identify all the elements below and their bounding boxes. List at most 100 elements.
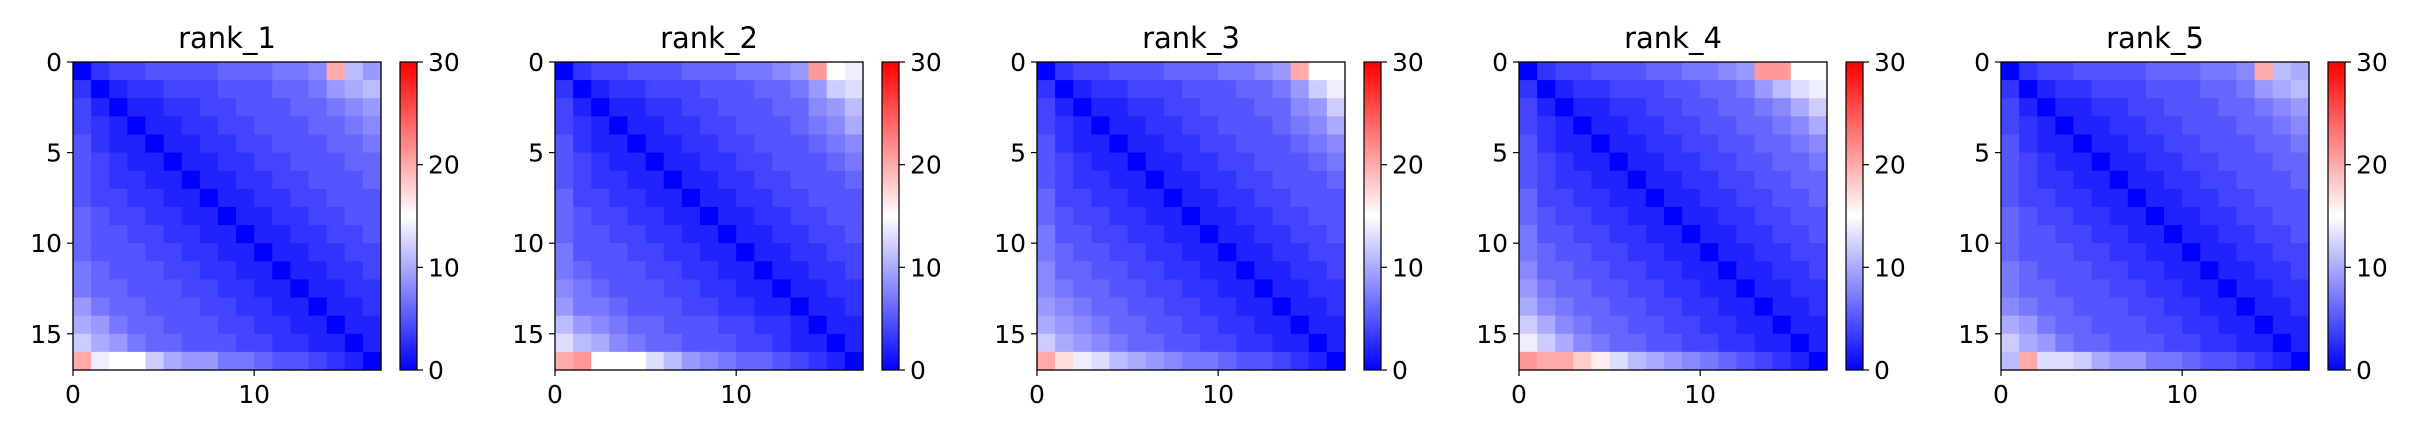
heatmap-cell	[1718, 98, 1738, 117]
heatmap-cell	[1754, 315, 1774, 335]
heatmap-cell	[2236, 62, 2256, 81]
heatmap-cell	[1537, 206, 1556, 226]
heatmap-cell	[2254, 206, 2274, 226]
heatmap-cell	[344, 152, 364, 172]
heatmap-cell	[1218, 225, 1237, 244]
heatmap-cell	[1573, 351, 1593, 371]
heatmap-cell	[2218, 333, 2238, 353]
heatmap-cell	[2164, 243, 2183, 262]
heatmap-cell	[362, 243, 382, 262]
colorbar	[881, 61, 900, 371]
heatmap-cell	[308, 315, 328, 335]
heatmap-cell	[2272, 80, 2292, 99]
heatmap-cell	[1308, 134, 1328, 154]
heatmap-cell	[1163, 170, 1183, 190]
heatmap-cell	[808, 225, 828, 244]
heatmap-cell	[1736, 134, 1756, 154]
heatmap-cell	[1537, 351, 1556, 371]
x-tick-label: 0	[1029, 380, 1045, 409]
heatmap-cell	[790, 206, 810, 226]
heatmap-cell	[163, 80, 183, 99]
heatmap-cell	[2019, 206, 2038, 226]
heatmap-cell	[1808, 170, 1828, 190]
heatmap-cell	[1790, 62, 1810, 81]
heatmap-cell	[2091, 279, 2111, 299]
heatmap-cell	[1537, 134, 1556, 154]
heatmap-cell	[663, 134, 683, 154]
heatmap-cell	[73, 170, 92, 190]
heatmap-cell	[844, 333, 864, 353]
heatmap-cell	[736, 279, 755, 299]
heatmap-cell	[1254, 188, 1274, 208]
heatmap-cell	[272, 315, 292, 335]
heatmap-cell	[1055, 261, 1074, 281]
heatmap-cell	[127, 243, 147, 262]
heatmap-cell	[91, 62, 110, 81]
axes-frame	[1036, 61, 1346, 371]
heatmap-cell	[1700, 225, 1719, 244]
heatmap-cell	[573, 243, 592, 262]
heatmap-cell	[2236, 116, 2256, 136]
heatmap-cell	[1663, 98, 1683, 117]
colorbar-tick-label: 20	[1392, 151, 1424, 180]
heatmap-cell	[754, 152, 774, 172]
colorbar	[2327, 61, 2346, 371]
heatmap-cell	[1236, 98, 1256, 117]
heatmap-cell	[699, 206, 719, 226]
heatmap-cell	[109, 134, 128, 154]
heatmap-cell	[1308, 188, 1328, 208]
heatmap-cell	[1591, 279, 1611, 299]
heatmap-cell	[1663, 243, 1683, 262]
heatmap-cell	[1772, 279, 1792, 299]
heatmap-cell	[555, 188, 574, 208]
heatmap-cell	[109, 170, 128, 190]
heatmap-cell	[236, 243, 255, 262]
heatmap-cell	[1718, 225, 1738, 244]
heatmap-cell	[645, 297, 665, 317]
heatmap-cell	[145, 188, 165, 208]
heatmap-cell	[1772, 98, 1792, 117]
heatmap-cell	[663, 279, 683, 299]
heatmap-cell	[236, 279, 255, 299]
heatmap-cell	[645, 152, 665, 172]
heatmap-cell	[217, 261, 237, 281]
heatmap-cell	[1127, 261, 1147, 281]
heatmap-cell	[362, 297, 382, 317]
heatmap-cell	[2290, 188, 2310, 208]
heatmap-cell	[326, 351, 346, 371]
heatmap-cell	[645, 225, 665, 244]
heatmap-cell	[181, 206, 201, 226]
heatmap-cell	[1290, 225, 1310, 244]
heatmap-cell	[2218, 225, 2238, 244]
heatmap-cell	[2218, 243, 2238, 262]
heatmap-cell	[1573, 206, 1593, 226]
y-tick-label: 10	[512, 229, 544, 258]
heatmap-cell	[272, 152, 292, 172]
heatmap-cell	[1591, 188, 1611, 208]
heatmap-cell	[1808, 80, 1828, 99]
heatmap-cell	[1055, 98, 1074, 117]
heatmap-cell	[1127, 80, 1147, 99]
heatmap-cell	[2218, 315, 2238, 335]
heatmap-cell	[2236, 206, 2256, 226]
heatmap-cell	[1145, 188, 1165, 208]
heatmap-cell	[163, 134, 183, 154]
heatmap-cell	[1254, 206, 1274, 226]
colorbar-tick-label: 30	[1874, 48, 1906, 77]
colorbar	[399, 61, 418, 371]
heatmap-cell	[573, 315, 592, 335]
heatmap-cell	[754, 297, 774, 317]
heatmap-cell	[2073, 80, 2093, 99]
heatmap-cell	[754, 116, 774, 136]
heatmap-cell	[1145, 315, 1165, 335]
heatmap-cell	[199, 279, 219, 299]
heatmap-cell	[145, 116, 165, 136]
colorbar-tick-label: 0	[428, 356, 444, 385]
heatmap-cell	[2200, 279, 2220, 299]
heatmap-cell	[1537, 98, 1556, 117]
heatmap-cell	[362, 279, 382, 299]
heatmap-cell	[627, 134, 647, 154]
heatmap-cell	[681, 297, 701, 317]
heatmap-cell	[2254, 261, 2274, 281]
heatmap-cell	[91, 188, 110, 208]
